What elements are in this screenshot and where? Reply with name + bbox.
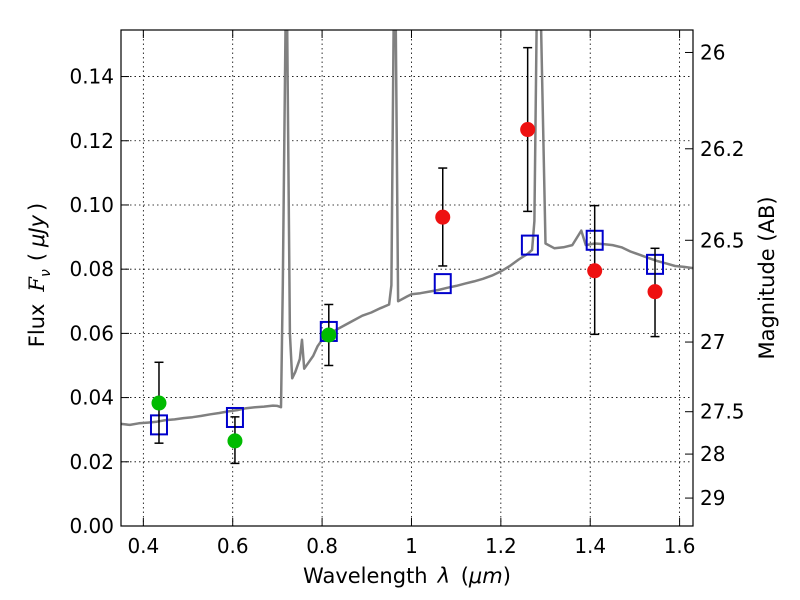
x-axis-title: Wavelength λ (μm) bbox=[303, 564, 511, 588]
observed-data-point bbox=[227, 433, 243, 449]
y-tick-label: 0.14 bbox=[69, 65, 114, 89]
y2-tick-label: 27.5 bbox=[700, 400, 745, 424]
y2-tick-label: 27 bbox=[700, 330, 725, 354]
grid bbox=[121, 30, 693, 527]
observed-data-point bbox=[520, 122, 536, 138]
observed-data-point bbox=[151, 395, 167, 411]
y-tick-label: 0.00 bbox=[69, 514, 114, 538]
y2-tick-label: 29 bbox=[700, 486, 725, 510]
observed-data-point bbox=[587, 263, 603, 279]
x-tick-label: 1.2 bbox=[485, 534, 517, 558]
y-tick-label: 0.10 bbox=[69, 193, 114, 217]
plot-frame bbox=[120, 29, 694, 527]
y2-tick-label: 28 bbox=[700, 442, 725, 466]
sed-model-line bbox=[121, 30, 693, 427]
y-tick-label: 0.04 bbox=[69, 386, 114, 410]
y-tick-label: 0.06 bbox=[69, 321, 114, 345]
observed-data-point bbox=[647, 284, 663, 300]
y2-tick-label: 26.2 bbox=[700, 137, 745, 161]
y2-tick-label: 26.5 bbox=[700, 228, 745, 252]
y-tick-label: 0.02 bbox=[69, 450, 114, 474]
observed-data-point bbox=[321, 327, 337, 343]
model-photometry-square bbox=[520, 234, 539, 256]
x-tick-label: 1.6 bbox=[664, 534, 696, 558]
y-axis-title: FluxFν(μJy) bbox=[25, 203, 54, 347]
y2-tick-label: 26 bbox=[700, 40, 725, 64]
marker-layer bbox=[149, 46, 665, 465]
y-tick-label: 0.08 bbox=[69, 257, 114, 281]
model-photometry-square bbox=[433, 273, 452, 295]
x-tick-label: 1.4 bbox=[574, 534, 606, 558]
x-tick-label: 0.8 bbox=[306, 534, 338, 558]
sed-line-layer bbox=[121, 30, 693, 427]
x-tick-label: 1 bbox=[405, 534, 418, 558]
x-tick-label: 0.4 bbox=[127, 534, 159, 558]
y2-axis-title: Magnitude (AB) bbox=[755, 196, 779, 359]
tick-layer: 0.4 0.6 0.8 1 1.2 1.4 1.6 0.00 0.02 0.04 0.06 0.08 0… bbox=[69, 30, 745, 558]
observed-data-point bbox=[435, 209, 451, 225]
x-tick-label: 0.6 bbox=[217, 534, 249, 558]
y-tick-label: 0.12 bbox=[69, 129, 114, 153]
